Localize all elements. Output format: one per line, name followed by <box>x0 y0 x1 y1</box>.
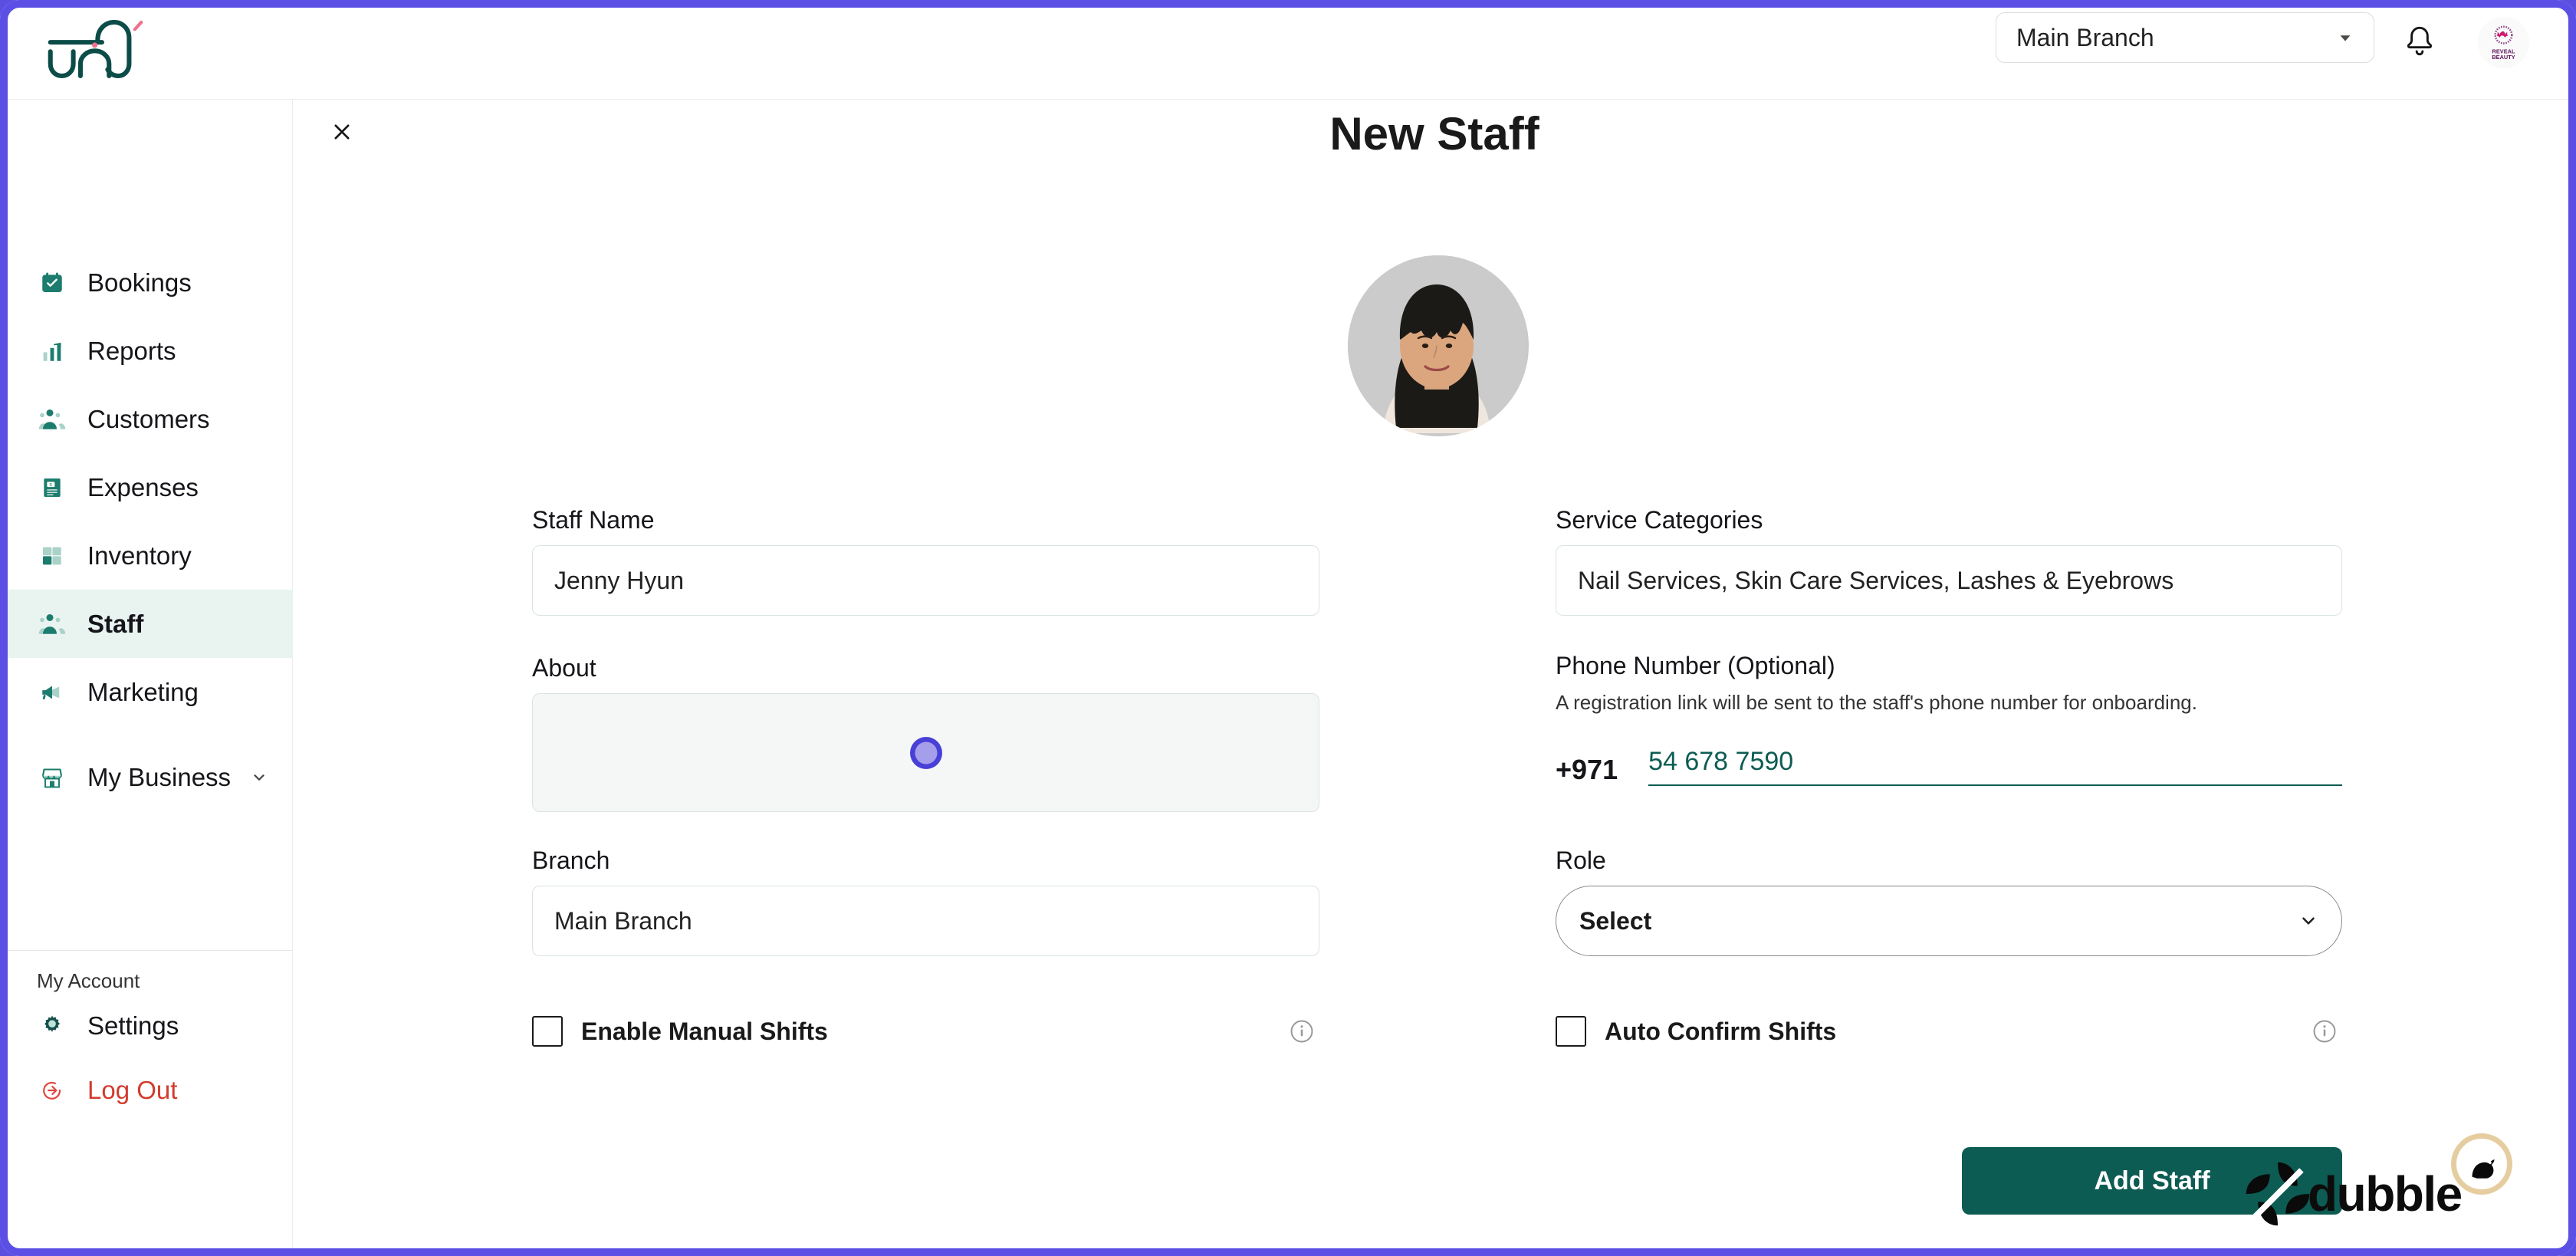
svg-text:BEAUTY: BEAUTY <box>2492 54 2515 61</box>
